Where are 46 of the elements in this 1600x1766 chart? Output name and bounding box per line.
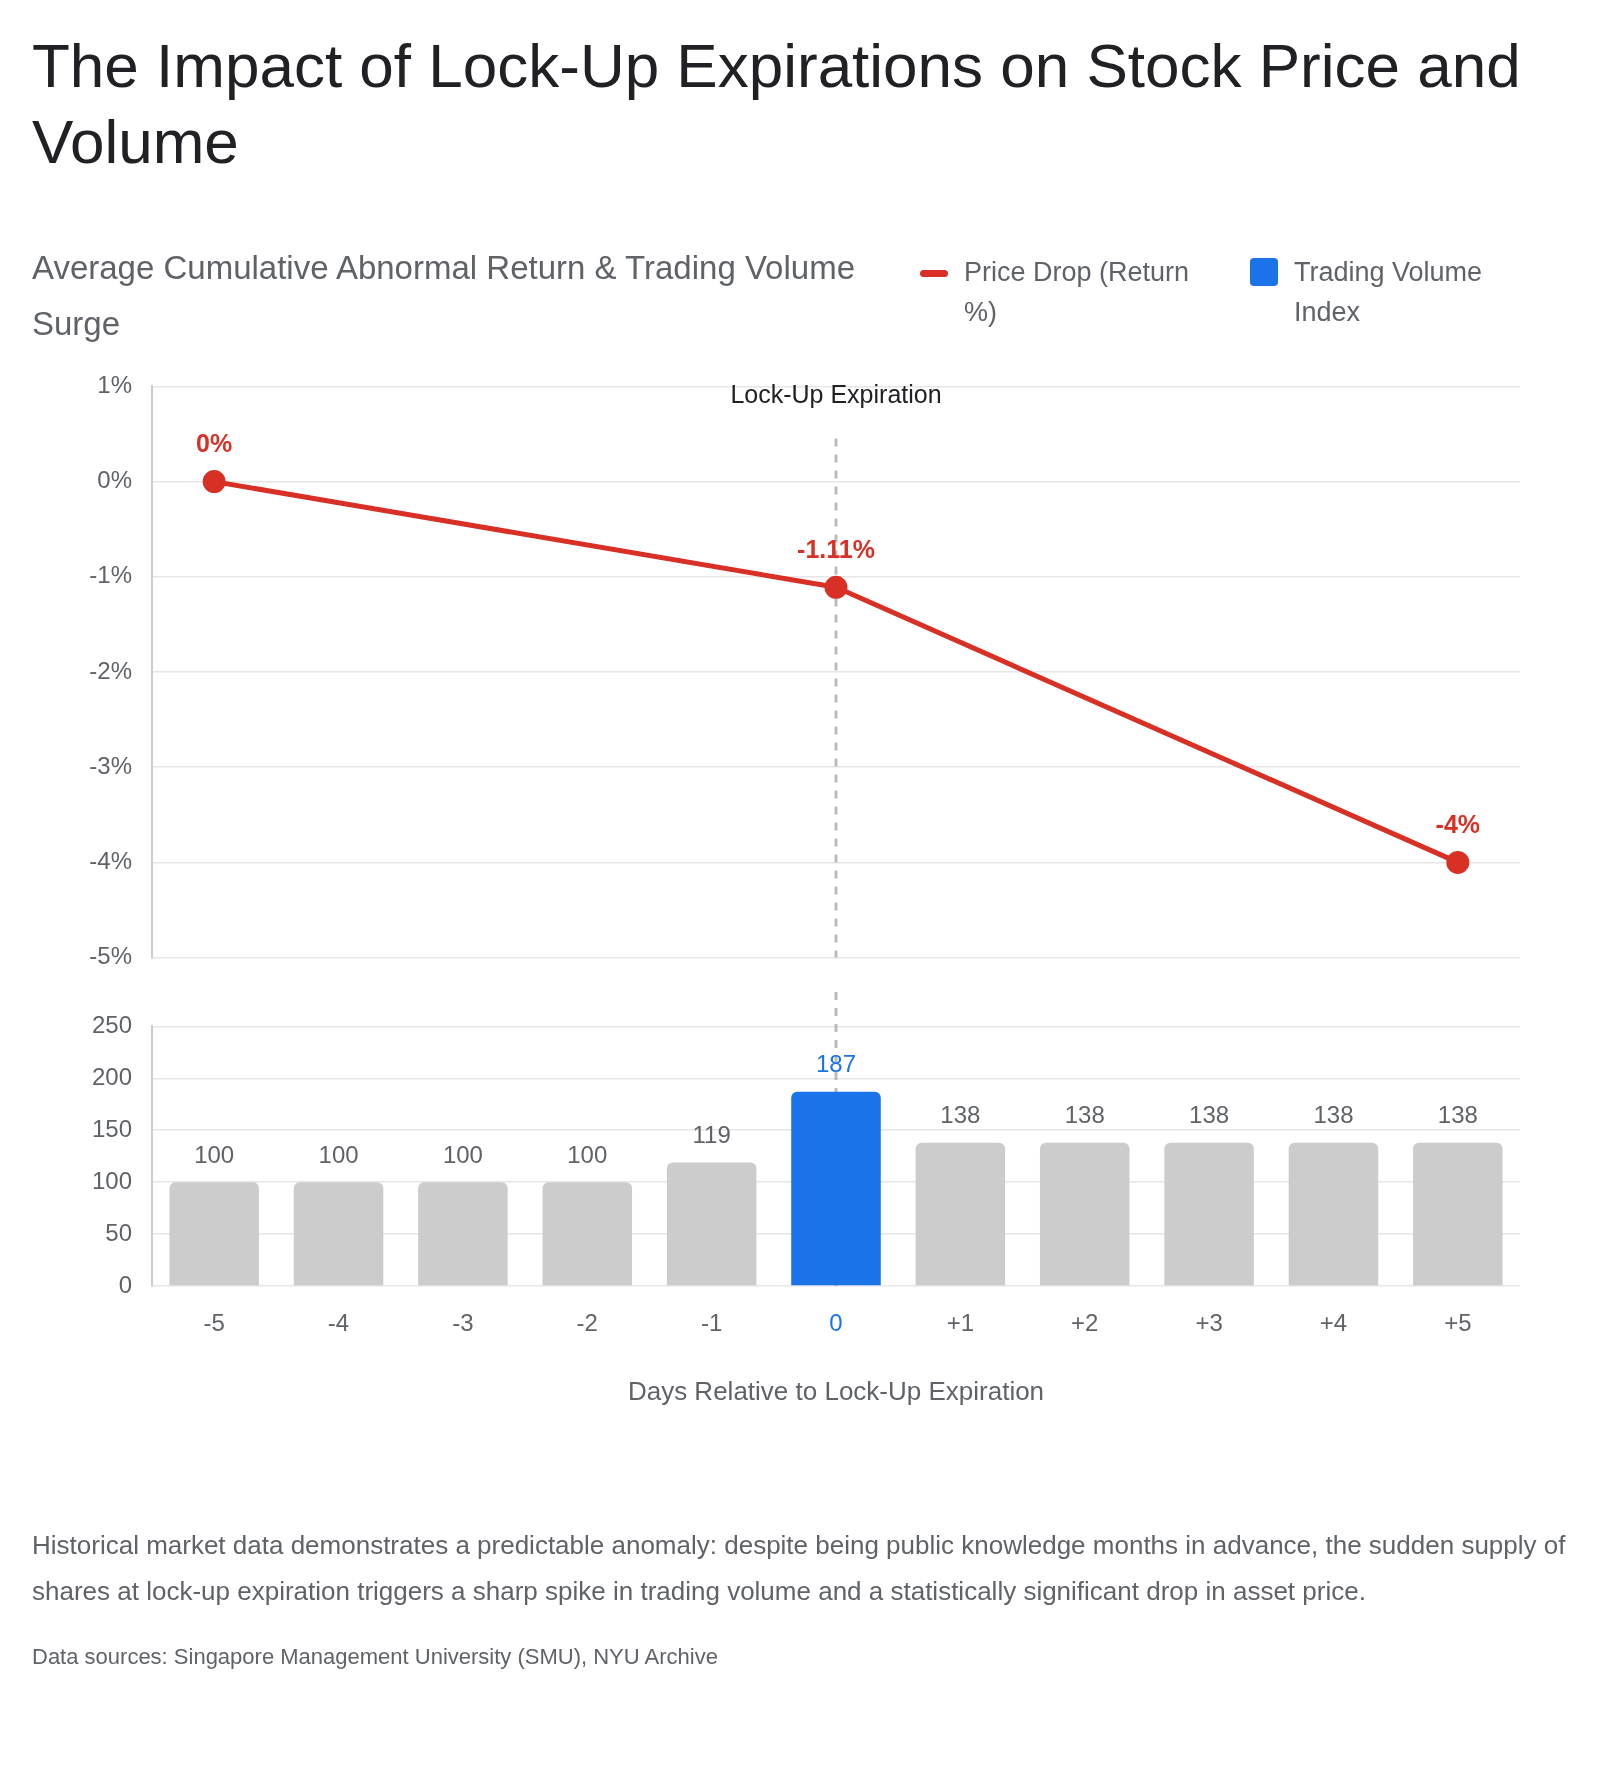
data-label: 100 xyxy=(442,1140,483,1168)
data-label: 138 xyxy=(1189,1101,1230,1129)
data-label: -1.11% xyxy=(797,534,875,563)
data-label: 119 xyxy=(692,1121,731,1149)
y-tick-label: 100 xyxy=(91,1166,132,1194)
y-tick-label: -4% xyxy=(89,847,132,875)
x-tick-label: -4 xyxy=(327,1309,350,1337)
chart-title: The Impact of Lock-Up Expirations on Stock Price and Volume xyxy=(32,30,1522,178)
y-tick-label: -2% xyxy=(89,656,132,684)
x-tick-label: -1 xyxy=(700,1309,723,1337)
x-tick-label: +1 xyxy=(946,1309,975,1337)
data-label: 0% xyxy=(196,428,233,457)
data-label: 187 xyxy=(815,1050,857,1078)
y-tick-label: 150 xyxy=(91,1114,132,1142)
data-label: 100 xyxy=(318,1140,359,1168)
data-label: 100 xyxy=(194,1140,235,1168)
y-tick-label: 1% xyxy=(97,371,132,399)
x-tick-label: +2 xyxy=(1071,1309,1099,1337)
legend-label: Trading Volume Index xyxy=(1294,256,1484,329)
y-tick-label: 0 xyxy=(118,1270,132,1298)
x-tick-label: -5 xyxy=(203,1309,225,1337)
y-tick-label: 0% xyxy=(97,466,132,494)
data-label: 138 xyxy=(1064,1101,1105,1129)
y-tick-label: -1% xyxy=(89,561,132,589)
y-tick-label: -5% xyxy=(89,942,132,970)
x-axis-title: Days Relative to Lock-Up Expiration xyxy=(627,1375,1045,1406)
legend-label: Price Drop (Return %) xyxy=(964,256,1191,329)
x-tick-label: +4 xyxy=(1319,1309,1348,1337)
x-tick-label: -2 xyxy=(576,1309,598,1337)
text: Data sources: Singapore Management University (SMU), NYU Archive xyxy=(32,1643,719,1671)
data-label: 138 xyxy=(940,1101,981,1129)
y-tick-label: -3% xyxy=(89,751,132,779)
y-tick-label: 50 xyxy=(105,1218,132,1246)
data-label: 100 xyxy=(567,1140,608,1168)
data-label: 138 xyxy=(1437,1101,1478,1129)
chart-subtitle: Average Cumulative Abnormal Return & Trading Volume Surge xyxy=(32,248,856,344)
text: Historical market data demonstrates a predictable anomaly: despite being public knowledge months in advance, the sudden supply of shares at lock-up expiration triggers a sharp spike in trading volume and a statistically significant drop in asset price. xyxy=(32,1529,1567,1608)
y-tick-label: 200 xyxy=(91,1062,132,1090)
y-tick-label: 250 xyxy=(91,1011,132,1039)
x-tick-label: -3 xyxy=(452,1309,474,1337)
data-label: 138 xyxy=(1313,1101,1354,1129)
x-tick-label: +5 xyxy=(1444,1309,1472,1337)
data-label: -4% xyxy=(1435,809,1481,838)
x-tick-label: +3 xyxy=(1195,1309,1223,1337)
x-tick-label: 0 xyxy=(829,1309,843,1337)
ref-line-label: Lock-Up Expiration xyxy=(730,380,942,409)
